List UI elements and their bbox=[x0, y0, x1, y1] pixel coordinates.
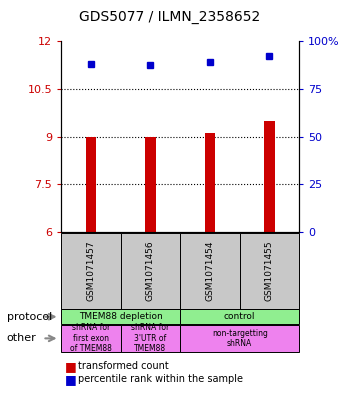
Text: ■: ■ bbox=[65, 360, 76, 373]
Bar bbox=[205, 133, 215, 232]
Text: percentile rank within the sample: percentile rank within the sample bbox=[78, 374, 243, 384]
Bar bbox=[145, 136, 156, 232]
Text: ■: ■ bbox=[65, 373, 76, 386]
Text: GSM1071456: GSM1071456 bbox=[146, 241, 155, 301]
Text: shRNA for
3'UTR of
TMEM88: shRNA for 3'UTR of TMEM88 bbox=[131, 323, 170, 353]
Text: GSM1071457: GSM1071457 bbox=[86, 241, 96, 301]
Bar bbox=[264, 121, 275, 232]
Text: GDS5077 / ILMN_2358652: GDS5077 / ILMN_2358652 bbox=[79, 10, 261, 24]
Text: shRNA for
first exon
of TMEM88: shRNA for first exon of TMEM88 bbox=[70, 323, 112, 353]
Text: protocol: protocol bbox=[7, 312, 52, 322]
Bar bbox=[86, 136, 96, 232]
Text: other: other bbox=[7, 333, 36, 343]
Text: transformed count: transformed count bbox=[78, 361, 169, 371]
Text: GSM1071454: GSM1071454 bbox=[205, 241, 215, 301]
Text: TMEM88 depletion: TMEM88 depletion bbox=[79, 312, 163, 321]
Text: control: control bbox=[224, 312, 255, 321]
Text: non-targetting
shRNA: non-targetting shRNA bbox=[212, 329, 268, 348]
Text: GSM1071455: GSM1071455 bbox=[265, 241, 274, 301]
